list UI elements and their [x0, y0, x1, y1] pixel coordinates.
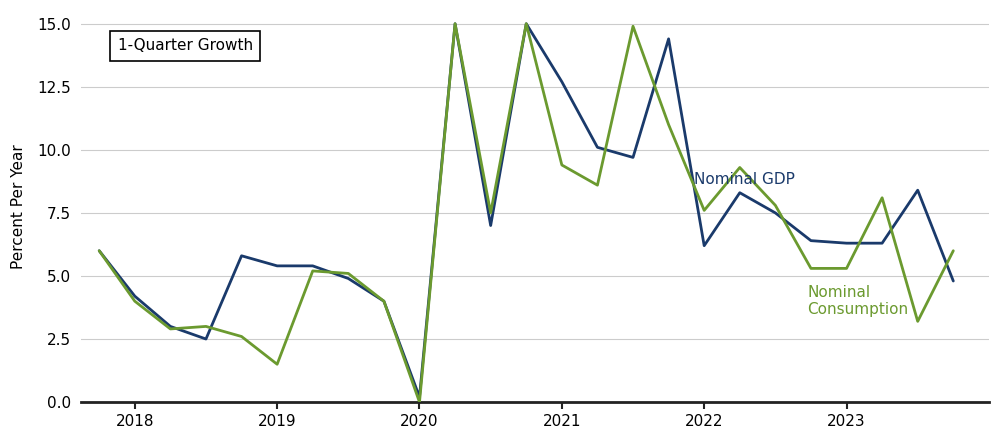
Text: Nominal
Consumption: Nominal Consumption	[807, 285, 908, 317]
Text: 1-Quarter Growth: 1-Quarter Growth	[118, 38, 253, 54]
Text: Nominal GDP: Nominal GDP	[694, 172, 795, 187]
Y-axis label: Percent Per Year: Percent Per Year	[11, 144, 26, 269]
